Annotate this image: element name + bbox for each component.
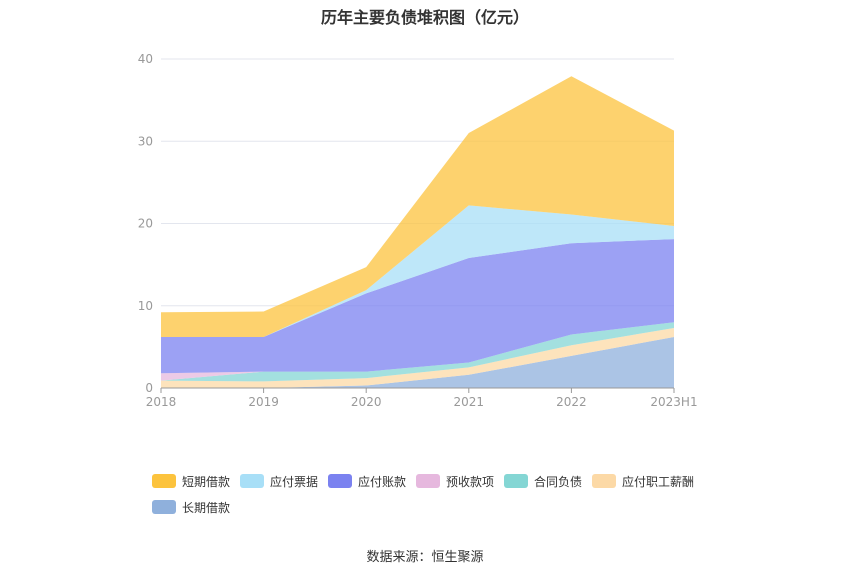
legend-label: 预收款项 [446, 474, 495, 489]
legend-swatch [240, 474, 264, 488]
area-series-应付职工薪酬 [161, 328, 674, 388]
x-tick-label: 2019 [248, 395, 279, 409]
legend-swatch [152, 500, 176, 514]
legend-item[interactable]: 应付票据 [240, 472, 328, 490]
area-series-合同负债 [161, 322, 674, 382]
area-series-应付票据 [161, 205, 674, 337]
area-series-短期借款 [161, 76, 674, 338]
x-tick-label: 2020 [351, 395, 382, 409]
y-tick-label: 30 [138, 134, 153, 148]
legend-swatch [328, 474, 352, 488]
axes: 0 10 20 30 40 2018 2019 2020 2021 2022 2023H1 [138, 52, 698, 409]
legend-label: 合同负债 [534, 474, 583, 489]
legend: 短期借款 应付票据 应付账款 预收款项 合同负债 应付职工薪酬长期借款 [152, 472, 712, 516]
legend-label: 应付票据 [270, 474, 319, 489]
area-series-预收款项 [161, 322, 674, 381]
legend-item[interactable]: 长期借款 [152, 498, 240, 516]
legend-swatch [504, 474, 528, 488]
legend-swatch [416, 474, 440, 488]
legend-item[interactable]: 应付账款 [328, 472, 416, 490]
legend-item[interactable]: 预收款项 [416, 472, 504, 490]
y-tick-label: 20 [138, 217, 153, 231]
legend-label: 应付账款 [358, 474, 407, 489]
x-tick-label: 2022 [556, 395, 587, 409]
x-tick-label: 2023H1 [650, 395, 697, 409]
legend-label: 短期借款 [182, 474, 231, 489]
legend-label: 长期借款 [182, 500, 231, 515]
legend-item[interactable]: 合同负债 [504, 472, 592, 490]
legend-item[interactable]: 短期借款 [152, 472, 240, 490]
data-source: 数据来源：恒生聚源 [366, 550, 484, 565]
legend-swatch [152, 474, 176, 488]
x-tick-label: 2018 [146, 395, 177, 409]
chart-title: 历年主要负债堆积图（亿元） [320, 8, 529, 27]
y-tick-label: 40 [138, 52, 153, 66]
y-tick-label: 10 [138, 299, 153, 313]
x-tick-label: 2021 [454, 395, 485, 409]
area-series [161, 76, 674, 388]
area-series-应付账款 [161, 239, 674, 374]
area-series-长期借款 [161, 337, 674, 388]
legend-item[interactable]: 应付职工薪酬 [592, 472, 694, 490]
y-tick-label: 0 [145, 381, 153, 395]
stacked-area-chart: 0 10 20 30 40 2018 2019 2020 2021 2022 2023H1 [138, 52, 698, 409]
legend-label: 应付职工薪酬 [622, 474, 695, 489]
legend-swatch [592, 474, 616, 488]
